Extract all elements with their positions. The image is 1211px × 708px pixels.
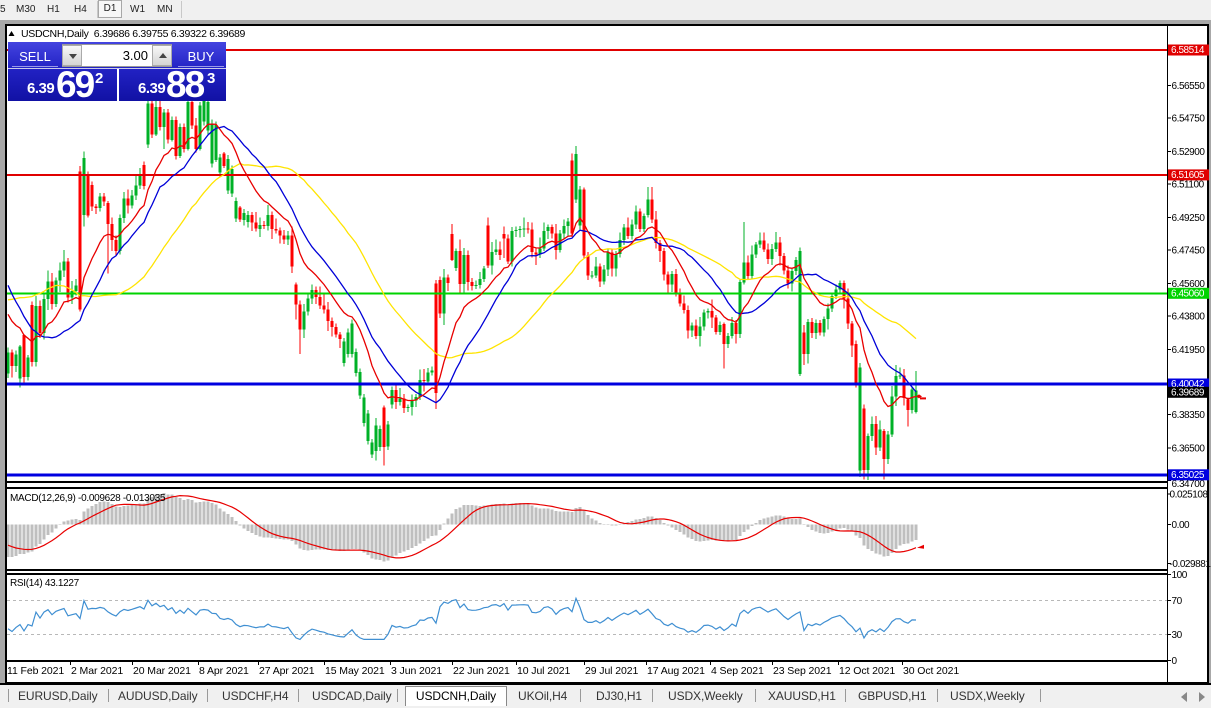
svg-text:6.49250: 6.49250 <box>1172 213 1206 224</box>
svg-text:6.41950: 6.41950 <box>1172 345 1206 356</box>
svg-text:6.51605: 6.51605 <box>1171 170 1205 181</box>
svg-text:3 Jun 2021: 3 Jun 2021 <box>391 665 442 677</box>
svg-text:0.025108: 0.025108 <box>1170 490 1209 501</box>
svg-text:6.35025: 6.35025 <box>1171 470 1205 481</box>
svg-text:70: 70 <box>1172 596 1183 607</box>
svg-text:6.54750: 6.54750 <box>1172 114 1206 125</box>
svg-text:MACD(12,26,9) -0.009628 -0.013: MACD(12,26,9) -0.009628 -0.013035 <box>10 493 166 504</box>
svg-text:-0.029881: -0.029881 <box>1170 559 1211 570</box>
svg-text:11 Feb 2021: 11 Feb 2021 <box>7 665 64 677</box>
svg-text:20 Mar 2021: 20 Mar 2021 <box>133 665 191 677</box>
svg-text:6.38350: 6.38350 <box>1172 410 1206 421</box>
svg-text:6.45060: 6.45060 <box>1171 289 1205 300</box>
svg-text:30: 30 <box>1172 630 1183 641</box>
svg-text:0.00: 0.00 <box>1172 520 1191 531</box>
svg-text:6.47450: 6.47450 <box>1172 246 1206 257</box>
svg-text:23 Sep 2021: 23 Sep 2021 <box>773 665 832 677</box>
svg-text:30 Oct 2021: 30 Oct 2021 <box>903 665 959 677</box>
svg-text:8 Apr 2021: 8 Apr 2021 <box>199 665 249 677</box>
svg-text:100: 100 <box>1172 570 1188 581</box>
svg-text:10 Jul 2021: 10 Jul 2021 <box>517 665 570 677</box>
svg-text:6.43800: 6.43800 <box>1172 312 1206 323</box>
svg-text:15 May 2021: 15 May 2021 <box>325 665 385 677</box>
svg-text:6.36500: 6.36500 <box>1172 444 1206 455</box>
svg-text:22 Jun 2021: 22 Jun 2021 <box>453 665 510 677</box>
svg-text:USDCNH,Daily 6.39686 6.39755: USDCNH,Daily 6.39686 6.39755 6.39322 6.3… <box>21 28 246 40</box>
svg-text:RSI(14) 43.1227: RSI(14) 43.1227 <box>10 578 80 589</box>
svg-text:6.58514: 6.58514 <box>1171 45 1205 56</box>
svg-text:4 Sep 2021: 4 Sep 2021 <box>711 665 764 677</box>
svg-text:6.45600: 6.45600 <box>1172 279 1206 290</box>
svg-text:27 Apr 2021: 27 Apr 2021 <box>259 665 315 677</box>
svg-text:17 Aug 2021: 17 Aug 2021 <box>647 665 705 677</box>
svg-text:6.51100: 6.51100 <box>1172 180 1205 191</box>
svg-text:6.56550: 6.56550 <box>1172 81 1206 92</box>
svg-text:6.52900: 6.52900 <box>1172 147 1206 158</box>
svg-text:2 Mar 2021: 2 Mar 2021 <box>71 665 123 677</box>
svg-text:6.40042: 6.40042 <box>1171 379 1205 390</box>
svg-text:0: 0 <box>1172 656 1178 667</box>
svg-text:6.39689: 6.39689 <box>1171 388 1205 399</box>
svg-text:6.34700: 6.34700 <box>1172 479 1206 490</box>
svg-text:12 Oct 2021: 12 Oct 2021 <box>839 665 895 677</box>
svg-text:29 Jul 2021: 29 Jul 2021 <box>585 665 638 677</box>
